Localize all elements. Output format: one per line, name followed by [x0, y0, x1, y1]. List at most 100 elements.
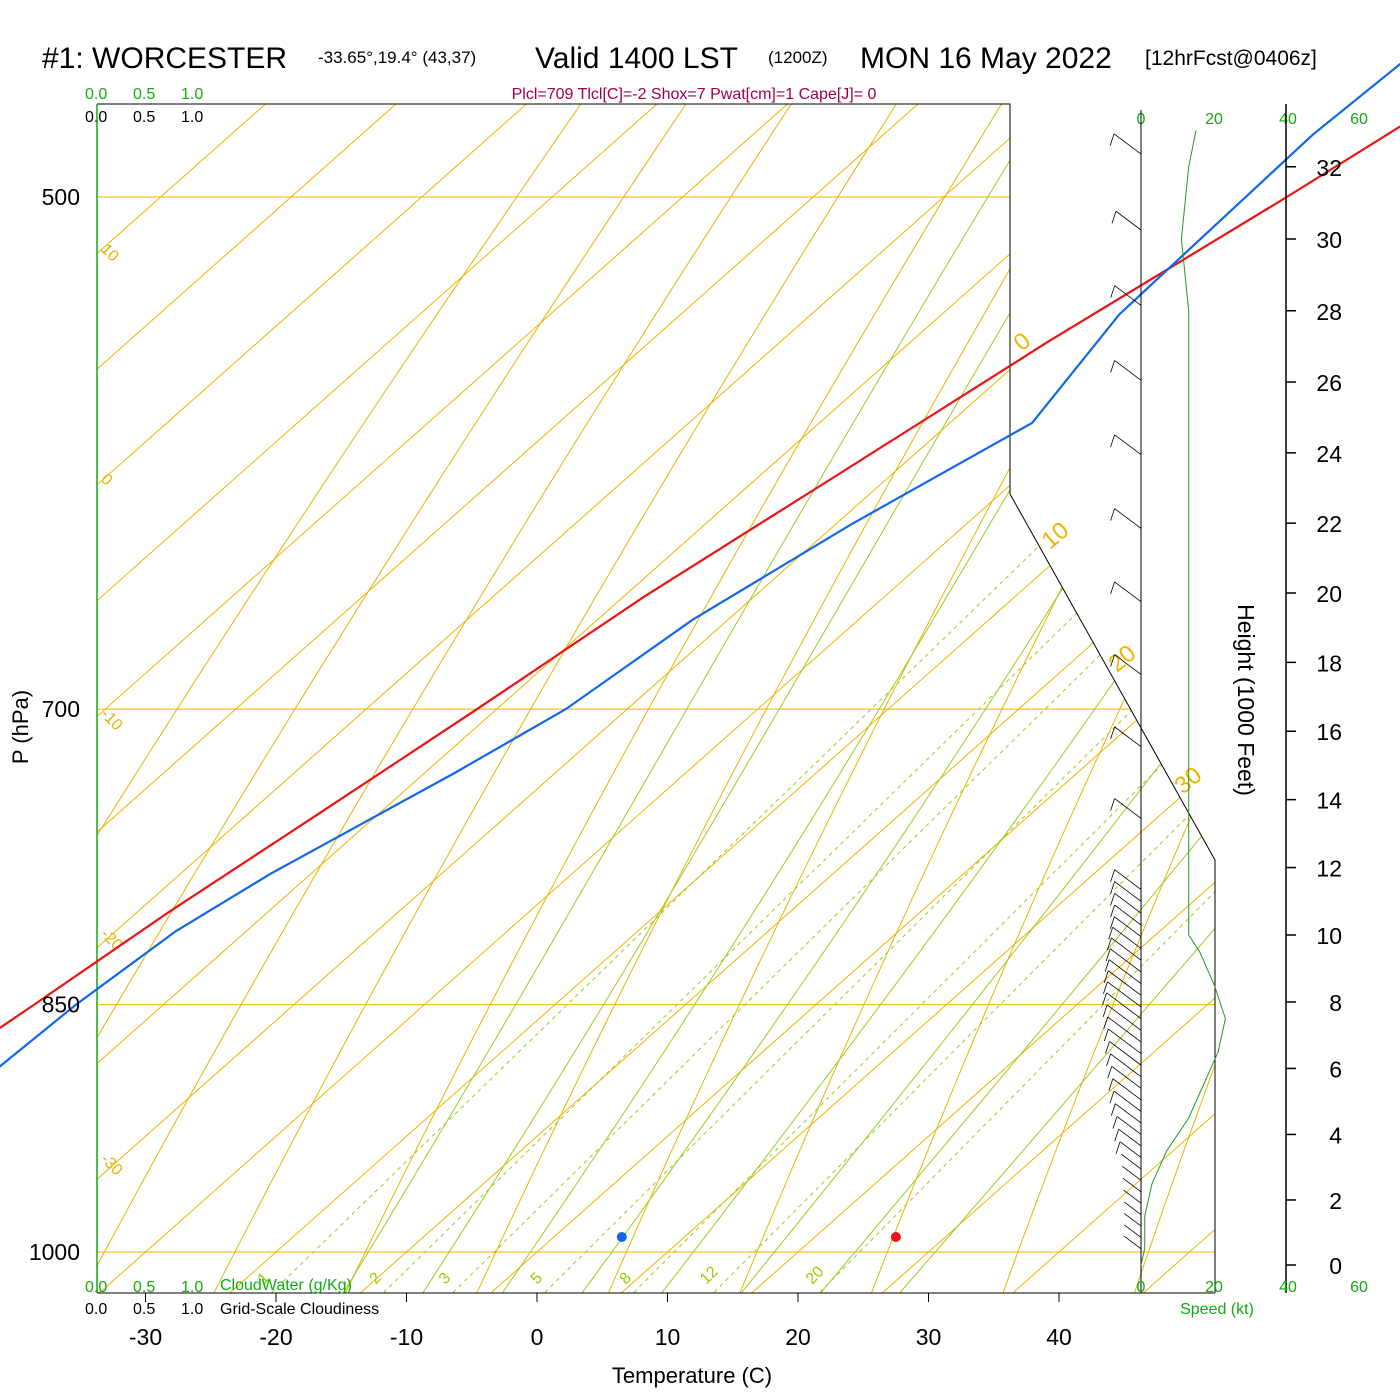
height-tick-label-30: 30	[1316, 227, 1342, 253]
wind-barb	[1112, 1078, 1142, 1101]
top-scale-green-0: 0.0	[85, 86, 107, 103]
wind-barb-flag	[1110, 869, 1115, 882]
wind-barb	[1110, 1053, 1142, 1078]
pressure-label-500: 500	[42, 184, 80, 210]
isotherm	[229, 104, 1215, 1293]
isotherm	[881, 104, 1215, 1293]
wind-barb	[1115, 210, 1142, 231]
isotherm	[97, 104, 658, 1293]
wind-barb	[1115, 1103, 1142, 1124]
isotherm	[97, 104, 266, 1293]
wind-barb-flag	[1104, 959, 1110, 972]
wind-barb	[1113, 133, 1142, 155]
dry-adiabat	[328, 104, 1215, 1293]
isotherm	[97, 104, 1180, 1293]
height-tick-label-22: 22	[1316, 511, 1342, 537]
moist-adiabat	[400, 104, 1215, 1293]
cloudwater-label: CloudWater (g/Kg)	[220, 1277, 352, 1294]
temp-tick-label-10: 10	[655, 1324, 681, 1350]
wind-barb-flag	[1111, 211, 1117, 224]
wind-barb	[1123, 1224, 1142, 1238]
temperature-ticks: -30 -20 -10 0 10 20 30 40	[129, 1293, 1072, 1350]
pressure-labels: 2503004005007008501000	[29, 184, 80, 1265]
wind-barb	[1114, 893, 1142, 914]
mixing-ratio-label-8: 8	[617, 1269, 635, 1287]
bottom-speed-tick-1: 20	[1205, 1279, 1223, 1296]
isotherm	[97, 104, 788, 1293]
top-speed-tick-1: 20	[1205, 111, 1223, 128]
wind-barb	[1114, 360, 1142, 381]
top-scale-black-0: 0.0	[85, 109, 107, 126]
wind-barb-flag	[1109, 133, 1115, 146]
wind-barb-flag	[1110, 285, 1116, 298]
sounding-params: Plcl=709 Tlcl[C]=-2 Shox=7 Pwat[cm]=1 Ca…	[512, 86, 877, 103]
wind-barb-flag	[1108, 1078, 1114, 1091]
mixing-ratio-label-20: 20	[803, 1263, 828, 1288]
height-tick-label-16: 16	[1316, 719, 1342, 745]
wind-barb-flag	[1109, 916, 1115, 929]
isotherm	[751, 104, 1215, 1293]
height-tick-label-18: 18	[1316, 650, 1342, 676]
mixing-ratio-label-3: 3	[436, 1269, 454, 1287]
wind-barb	[1116, 1116, 1142, 1135]
wind-barb	[1109, 1041, 1142, 1066]
temperature-line	[0, 125, 1400, 1030]
utc-time: (1200Z)	[768, 48, 828, 67]
forecast-info: [12hrFcst@0406z]	[1145, 47, 1317, 70]
bottom-scale-black-1: 0.5	[133, 1301, 155, 1318]
temp-tick-label-40: 40	[1046, 1324, 1072, 1350]
dry-adiabat	[97, 104, 1215, 1293]
wind-barb	[1122, 1165, 1142, 1181]
isotherm	[620, 104, 1215, 1293]
height-tick-label-10: 10	[1316, 923, 1342, 949]
dewpoint-line	[0, 62, 1400, 1068]
wind-barb	[1119, 1141, 1142, 1158]
height-tick-label-24: 24	[1316, 441, 1342, 467]
moist-adiabat	[557, 104, 1215, 1293]
temp-tick-label-0: 0	[531, 1324, 544, 1350]
isotherm	[97, 104, 527, 1293]
mixing-ratio-line	[680, 104, 1215, 1293]
valid-time: Valid 1400 LST	[535, 42, 738, 75]
mixing-ratio-label-5: 5	[528, 1269, 546, 1287]
bottom-scale-black-2: 1.0	[181, 1301, 203, 1318]
wind-barb-flag	[1110, 360, 1115, 373]
dry-adiabat	[1122, 104, 1215, 1293]
wind-barb-flag	[1102, 992, 1107, 1005]
wind-barb	[1112, 926, 1142, 949]
bottom-speed-tick-3: 60	[1350, 1279, 1368, 1296]
temp-tick-label--10: -10	[390, 1324, 423, 1350]
moist-adiabat	[478, 104, 1215, 1293]
wind-barb	[1114, 798, 1142, 819]
wind-barb-flag	[1110, 434, 1115, 447]
wind-speed-line	[1140, 130, 1226, 1266]
wind-barb-flag	[1110, 654, 1115, 667]
wind-barb-flag	[1106, 1053, 1111, 1067]
pressure-label-700: 700	[42, 696, 80, 722]
cloudiness-label: Grid-Scale Cloudiness	[220, 1301, 379, 1318]
temp-tick-label-30: 30	[916, 1324, 942, 1350]
dry-adiabat-labels: 100-10-20-30	[97, 241, 125, 1179]
dry-adiabat	[196, 104, 1215, 1293]
temp-tick-label--20: -20	[259, 1324, 292, 1350]
wind-barb	[1114, 434, 1142, 455]
surface-dewpoint-dot	[616, 1231, 627, 1242]
wind-barb-flag	[1110, 726, 1115, 739]
wind-barb	[1114, 581, 1142, 603]
height-tick-label-12: 12	[1316, 856, 1342, 882]
wind-barb	[1111, 1066, 1142, 1089]
wind-barb	[1114, 916, 1142, 937]
dry-adiabat	[725, 104, 1215, 1293]
wind-barb	[1106, 992, 1142, 1019]
wind-barb-flag	[1112, 1116, 1118, 1129]
wind-barb	[1108, 959, 1142, 984]
dry-adiabat	[461, 104, 1215, 1293]
wind-barb	[1120, 1153, 1142, 1170]
temp-tick-label-20: 20	[785, 1324, 811, 1350]
x-axis-label: Temperature (C)	[612, 1363, 772, 1388]
wind-barb-flag	[1108, 927, 1114, 940]
bottom-scale-green-2: 1.0	[181, 1279, 203, 1296]
wind-barb	[1123, 1235, 1142, 1250]
wind-barb-flag	[1110, 508, 1115, 521]
moist-adiabat	[713, 104, 1215, 1293]
